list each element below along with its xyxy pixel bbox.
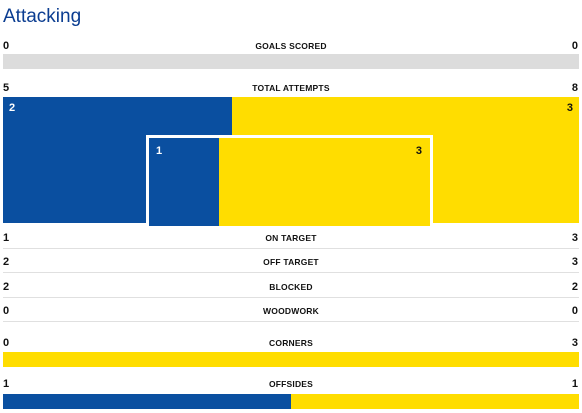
divider <box>3 297 579 298</box>
blocked-label: BLOCKED <box>269 282 313 292</box>
blocked-home-value: 2 <box>3 281 10 293</box>
blocked-away-value: 2 <box>571 281 578 293</box>
on-target-home-count: 1 <box>156 145 163 157</box>
on-target-away-area <box>219 138 430 226</box>
goals-bar <box>3 54 579 69</box>
goal-frame: 1 3 <box>146 135 433 226</box>
woodwork-home-value: 0 <box>3 305 10 317</box>
stat-row-blocked: 2 BLOCKED 2 <box>0 281 582 299</box>
divider <box>3 272 579 273</box>
stat-row-on-target: 1 ON TARGET 3 <box>0 232 582 250</box>
section-title: Attacking <box>3 6 82 27</box>
on-target-home-area <box>149 138 219 226</box>
stat-row-off-target: 2 OFF TARGET 3 <box>0 256 582 274</box>
off-target-home-count: 2 <box>9 102 16 114</box>
offsides-bar <box>3 394 579 409</box>
offsides-away-value: 1 <box>571 378 578 390</box>
stat-row-corners: 0 CORNERS 3 <box>0 337 582 355</box>
on-target-away-value: 3 <box>571 232 578 244</box>
corners-away-value: 3 <box>571 337 578 349</box>
goals-away-value: 0 <box>571 40 578 52</box>
offsides-home-segment <box>3 394 291 409</box>
off-target-away-value: 3 <box>571 256 578 268</box>
divider <box>3 248 579 249</box>
off-target-label: OFF TARGET <box>263 257 319 267</box>
off-target-away-count: 3 <box>566 102 573 114</box>
stat-row-woodwork: 0 WOODWORK 0 <box>0 305 582 323</box>
divider <box>3 321 579 322</box>
on-target-away-count: 3 <box>415 145 422 157</box>
corners-label: CORNERS <box>269 338 313 348</box>
on-target-label: ON TARGET <box>265 233 317 243</box>
offsides-away-segment <box>291 394 579 409</box>
goals-home-value: 0 <box>3 40 10 52</box>
off-target-home-value: 2 <box>3 256 10 268</box>
corners-home-value: 0 <box>3 337 10 349</box>
attempts-visual: 2 3 1 3 <box>3 97 579 226</box>
woodwork-label: WOODWORK <box>263 306 319 316</box>
offsides-label: OFFSIDES <box>268 379 314 389</box>
corners-bar <box>3 352 579 367</box>
goals-label: GOALS SCORED <box>255 41 327 51</box>
attempts-label: TOTAL ATTEMPTS <box>252 83 330 93</box>
attempts-away-value: 8 <box>571 82 578 94</box>
offsides-home-value: 1 <box>3 378 10 390</box>
corners-away-segment <box>3 352 579 367</box>
stat-row-goals-scored: 0 GOALS SCORED 0 <box>0 40 582 58</box>
stat-row-offsides: 1 OFFSIDES 1 <box>0 378 582 396</box>
stat-row-total-attempts: 5 TOTAL ATTEMPTS 8 <box>0 82 582 100</box>
on-target-home-value: 1 <box>3 232 10 244</box>
attempts-home-value: 5 <box>3 82 10 94</box>
woodwork-away-value: 0 <box>571 305 578 317</box>
